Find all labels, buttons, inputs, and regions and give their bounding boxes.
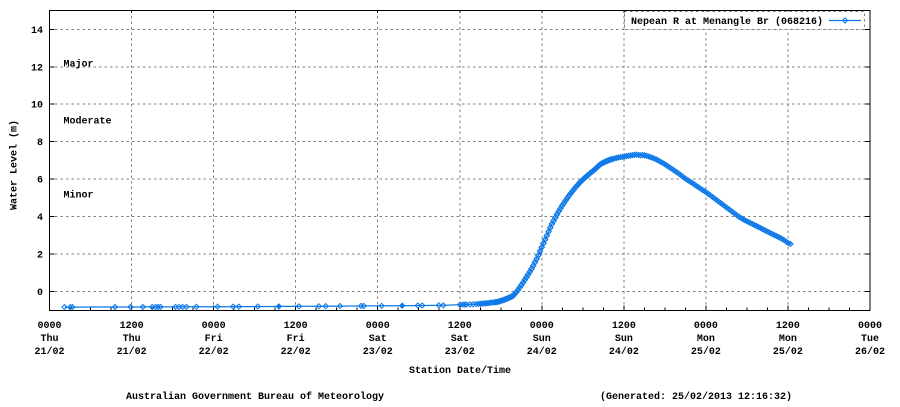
svg-text:0000: 0000 — [202, 321, 226, 332]
svg-text:(Generated: 25/02/2013 12:16:3: (Generated: 25/02/2013 12:16:32) — [600, 391, 792, 402]
svg-text:0: 0 — [37, 288, 43, 299]
svg-text:22/02: 22/02 — [281, 346, 311, 358]
svg-text:0000: 0000 — [858, 321, 882, 332]
svg-text:Mon: Mon — [697, 334, 715, 345]
svg-text:0000: 0000 — [366, 321, 390, 332]
svg-text:2: 2 — [37, 250, 43, 261]
svg-text:8: 8 — [37, 138, 43, 149]
svg-text:Nepean R at Menangle Br (06821: Nepean R at Menangle Br (068216) — [631, 16, 823, 28]
svg-text:21/02: 21/02 — [117, 346, 147, 358]
svg-text:25/02: 25/02 — [691, 346, 721, 358]
svg-text:Fri: Fri — [205, 333, 223, 345]
svg-text:Water Level (m): Water Level (m) — [9, 120, 21, 210]
svg-text:Moderate: Moderate — [64, 116, 112, 128]
svg-text:12: 12 — [31, 63, 43, 74]
svg-text:24/02: 24/02 — [527, 346, 557, 358]
svg-text:6: 6 — [37, 176, 43, 187]
svg-text:1200: 1200 — [612, 321, 636, 332]
svg-text:Major: Major — [64, 59, 94, 71]
svg-text:Tue: Tue — [861, 334, 879, 345]
svg-text:0000: 0000 — [530, 321, 554, 332]
svg-text:Minor: Minor — [64, 190, 94, 202]
svg-text:10: 10 — [31, 101, 43, 112]
svg-text:1200: 1200 — [284, 321, 308, 332]
svg-text:22/02: 22/02 — [199, 346, 229, 358]
svg-text:Thu: Thu — [123, 333, 141, 345]
svg-text:Australian Government Bureau o: Australian Government Bureau of Meteorol… — [126, 391, 384, 402]
svg-text:26/02: 26/02 — [855, 346, 885, 358]
svg-text:4: 4 — [37, 213, 43, 224]
svg-text:1200: 1200 — [120, 321, 144, 332]
svg-text:Thu: Thu — [40, 333, 58, 345]
svg-text:24/02: 24/02 — [609, 346, 639, 358]
svg-text:Fri: Fri — [287, 333, 305, 345]
svg-text:Station Date/Time: Station Date/Time — [409, 365, 511, 377]
svg-text:23/02: 23/02 — [445, 346, 475, 358]
svg-text:0000: 0000 — [37, 321, 61, 332]
svg-text:1200: 1200 — [776, 321, 800, 332]
svg-text:Sat: Sat — [369, 334, 387, 345]
svg-text:1200: 1200 — [448, 321, 472, 332]
svg-text:Mon: Mon — [779, 334, 797, 345]
svg-text:Sat: Sat — [451, 334, 469, 345]
svg-text:21/02: 21/02 — [34, 346, 64, 358]
svg-text:Sun: Sun — [533, 334, 551, 345]
svg-text:25/02: 25/02 — [773, 346, 803, 358]
svg-text:14: 14 — [31, 26, 43, 37]
svg-text:0000: 0000 — [694, 321, 718, 332]
svg-text:23/02: 23/02 — [363, 346, 393, 358]
svg-text:Sun: Sun — [615, 334, 633, 345]
